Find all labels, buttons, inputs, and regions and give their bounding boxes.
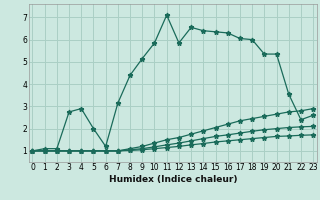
X-axis label: Humidex (Indice chaleur): Humidex (Indice chaleur)	[108, 175, 237, 184]
